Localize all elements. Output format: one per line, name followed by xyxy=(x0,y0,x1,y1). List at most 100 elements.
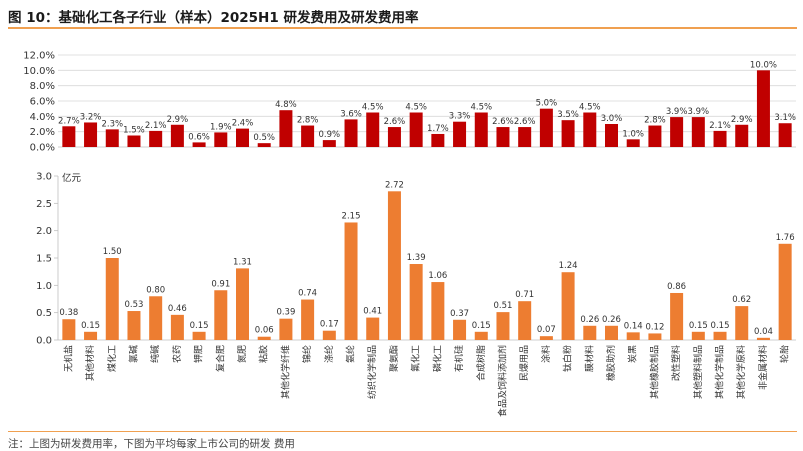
category-label: 氨纶 xyxy=(345,345,357,363)
rate-bar xyxy=(518,127,532,147)
rate-value-label: 1.0% xyxy=(622,129,644,139)
rate-value-label: 4.5% xyxy=(362,103,384,113)
rate-value-label: 2.7% xyxy=(58,116,80,126)
rate-bar xyxy=(62,126,76,147)
expense-bar xyxy=(583,325,597,340)
expense-value-label: 0.04 xyxy=(754,327,773,337)
category-label: 食品及饲料添加剂 xyxy=(496,345,508,417)
y-tick-label: 6.0% xyxy=(30,97,55,108)
rate-value-label: 3.9% xyxy=(688,107,710,117)
expense-bar xyxy=(387,191,401,340)
category-label: 氯碱 xyxy=(127,345,139,363)
rate-value-label: 0.6% xyxy=(188,132,210,142)
rate-bar xyxy=(84,122,98,147)
y-tick-label: 1.0 xyxy=(36,281,52,292)
category-label: 轮胎 xyxy=(779,345,791,363)
rate-value-label: 1.5% xyxy=(123,126,145,136)
category-label: 氟化工 xyxy=(410,345,422,372)
y-tick-label: 0.0 xyxy=(36,336,52,347)
rate-bar xyxy=(409,112,423,147)
expense-bar xyxy=(539,336,553,340)
rate-bar xyxy=(301,125,315,147)
y-axis-unit: 亿元 xyxy=(62,172,82,184)
rate-bar xyxy=(453,121,467,147)
rate-value-label: 2.3% xyxy=(101,119,123,129)
category-label: 钾肥 xyxy=(193,345,205,363)
y-tick-label: 12.0% xyxy=(23,51,55,62)
rate-value-label: 5.0% xyxy=(536,99,558,109)
rate-value-label: 2.6% xyxy=(384,117,406,127)
expense-value-label: 0.26 xyxy=(602,315,621,325)
category-label: 炭黑 xyxy=(628,345,639,363)
category-label: 橡胶助剂 xyxy=(605,345,617,381)
rate-bar xyxy=(257,143,271,147)
category-label: 涂料 xyxy=(540,345,552,363)
category-label: 其他化学制品 xyxy=(714,345,726,399)
rate-value-label: 1.7% xyxy=(427,124,449,134)
rate-bar xyxy=(539,108,553,147)
expense-bar xyxy=(170,314,184,340)
rate-value-label: 1.9% xyxy=(210,122,232,132)
rate-bar xyxy=(387,127,401,147)
rate-bar xyxy=(778,123,792,147)
rate-bar xyxy=(279,110,293,147)
y-tick-label: 10.0% xyxy=(23,66,55,77)
expense-bar xyxy=(279,318,293,340)
expense-value-label: 1.50 xyxy=(103,247,122,257)
rate-value-label: 3.6% xyxy=(340,109,362,119)
rate-bar xyxy=(105,129,119,147)
expense-bar xyxy=(84,331,98,340)
rate-value-label: 2.9% xyxy=(731,115,753,125)
rate-bar xyxy=(691,117,705,147)
expense-bar xyxy=(648,333,662,340)
category-label: 其他化学原料 xyxy=(735,345,747,399)
expense-bar xyxy=(105,258,119,340)
expense-value-label: 0.46 xyxy=(168,304,187,314)
category-label: 其他化学纤维 xyxy=(279,345,291,399)
y-tick-label: 0.5 xyxy=(36,308,52,319)
category-label: 纺织化学制品 xyxy=(366,345,378,399)
rate-bar xyxy=(713,130,727,147)
rate-bar xyxy=(192,142,206,147)
rate-value-label: 10.0% xyxy=(750,60,777,70)
rate-value-label: 3.1% xyxy=(774,113,796,123)
expense-value-label: 0.12 xyxy=(645,322,664,332)
y-tick-label: 8.0% xyxy=(30,81,55,92)
category-label: 民爆用品 xyxy=(518,345,530,381)
rate-bar xyxy=(735,124,749,147)
expense-value-label: 1.24 xyxy=(559,261,578,271)
rate-bar xyxy=(236,128,249,147)
rate-bar xyxy=(583,112,597,147)
rate-bar xyxy=(670,117,684,147)
expense-value-label: 0.53 xyxy=(125,300,144,310)
rate-bar xyxy=(344,119,358,147)
expense-bar xyxy=(496,312,510,340)
expense-bar xyxy=(344,222,358,340)
y-tick-label: 2.0% xyxy=(30,127,55,138)
rate-value-label: 2.8% xyxy=(644,116,666,126)
y-tick-label: 3.0 xyxy=(36,172,52,183)
rate-value-label: 2.8% xyxy=(297,116,319,126)
category-label: 复合肥 xyxy=(214,345,226,372)
rate-bar xyxy=(149,130,163,147)
expense-bar xyxy=(561,272,575,340)
expense-bar xyxy=(322,330,336,340)
expense-value-label: 0.26 xyxy=(580,315,599,325)
expense-value-label: 0.86 xyxy=(667,282,686,292)
category-label: 粘胶 xyxy=(258,345,270,363)
expense-bar xyxy=(236,268,249,340)
rate-value-label: 4.5% xyxy=(579,103,601,113)
rate-bar xyxy=(496,127,510,147)
expense-value-label: 0.80 xyxy=(146,285,165,295)
category-label: 磷化工 xyxy=(431,345,443,372)
category-label: 合成树脂 xyxy=(475,345,487,381)
expense-bar xyxy=(756,337,770,340)
expense-bar xyxy=(626,332,640,340)
rate-bar xyxy=(322,140,336,147)
rate-value-label: 3.2% xyxy=(80,112,102,122)
y-tick-label: 1.5 xyxy=(36,254,52,265)
expense-bar xyxy=(453,319,467,340)
expense-bar xyxy=(518,301,532,340)
category-label: 有机硅 xyxy=(453,345,465,372)
y-tick-label: 0.0% xyxy=(30,143,55,154)
